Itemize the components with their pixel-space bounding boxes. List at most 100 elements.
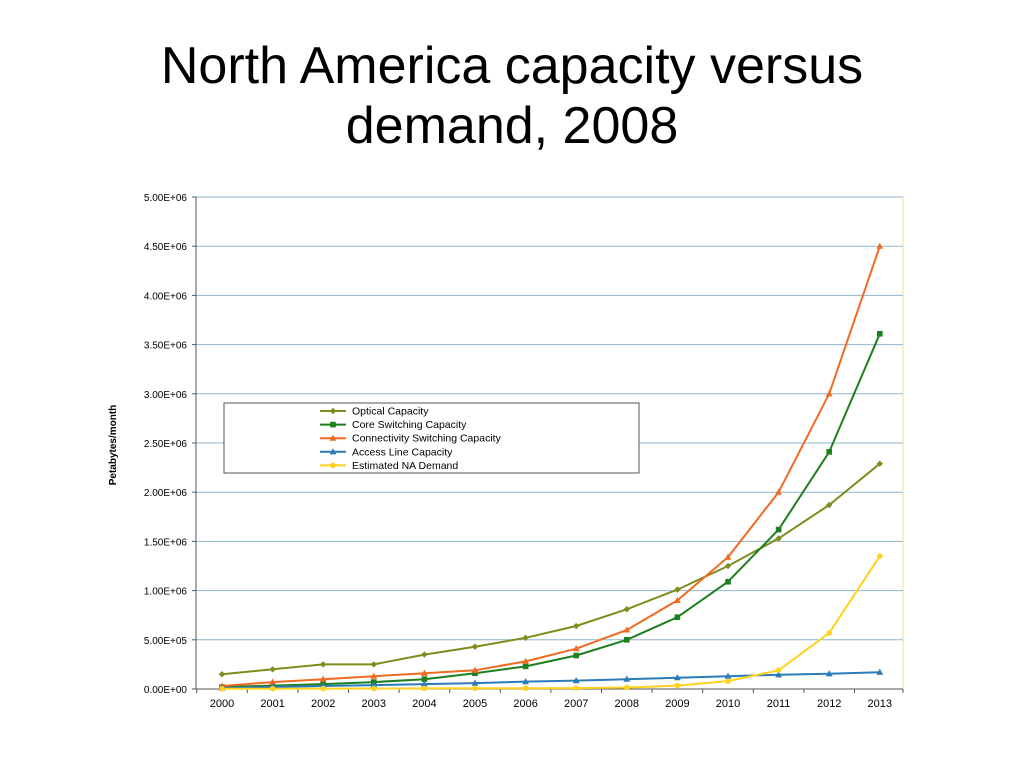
data-point [775, 488, 782, 495]
series-line [221, 462, 881, 676]
legend-marker [329, 407, 337, 415]
data-point [269, 678, 276, 685]
data-point [725, 678, 731, 684]
series-4 [219, 553, 883, 692]
data-point [624, 684, 630, 691]
y-tick-label: 1.50E+06 [144, 537, 188, 548]
data-point [623, 675, 631, 682]
legend-label: Connectivity Switching Capacity [352, 433, 502, 445]
x-tick-label: 2005 [463, 698, 487, 710]
x-tick-label: 2011 [767, 698, 791, 710]
legend-label: Access Line Capacity [352, 446, 453, 458]
series-2 [218, 242, 884, 689]
x-tick-label: 2010 [716, 698, 740, 710]
x-tick-label: 2013 [868, 698, 892, 710]
data-point [876, 668, 884, 675]
data-point [471, 679, 479, 686]
data-point [269, 685, 276, 692]
legend-item: Access Line Capacity [320, 446, 453, 458]
data-point [573, 652, 579, 659]
data-point [826, 501, 833, 509]
y-tick-label: 3.50E+06 [144, 341, 188, 352]
data-point [320, 661, 327, 668]
data-point [370, 672, 378, 679]
data-point [320, 685, 327, 692]
data-point [421, 651, 428, 658]
x-tick-label: 2002 [311, 698, 335, 710]
y-tick-label: 5.00E+06 [144, 193, 188, 204]
data-point [775, 671, 782, 678]
legend-label: Optical Capacity [352, 406, 429, 418]
data-point [674, 674, 681, 681]
x-tick-label: 2012 [817, 698, 841, 710]
data-point [522, 663, 529, 670]
data-point [319, 675, 327, 682]
x-tick-label: 2008 [615, 698, 639, 710]
x-tick-label: 2006 [513, 698, 537, 710]
data-point [826, 630, 832, 636]
data-point [522, 657, 529, 665]
data-point [623, 606, 630, 613]
data-point [421, 685, 428, 692]
legend-item: Optical Capacity [320, 406, 429, 418]
y-tick-label: 0.00E+00 [144, 685, 188, 696]
legend-marker [329, 434, 337, 441]
data-point [573, 622, 580, 630]
data-point [775, 535, 782, 542]
y-tick-label: 3.00E+06 [144, 390, 188, 401]
slide-title: North America capacity versus demand, 20… [0, 36, 1024, 156]
data-point [370, 661, 377, 668]
data-point [573, 685, 579, 691]
legend-item: Core Switching Capacity [320, 419, 467, 431]
data-point [472, 670, 478, 677]
data-point [775, 667, 782, 674]
data-point [572, 677, 580, 684]
slide-title-line-1: North America capacity versus [160, 37, 864, 95]
data-point [725, 578, 731, 585]
y-tick-label: 4.00E+06 [144, 291, 188, 302]
series-line [221, 671, 880, 689]
series-1 [219, 330, 883, 690]
x-tick-label: 2004 [412, 698, 436, 710]
data-point [876, 242, 884, 249]
y-axis-label: Petabytes/month [108, 405, 119, 486]
legend-marker [330, 421, 336, 428]
legend-box [223, 402, 640, 474]
data-point [219, 686, 225, 692]
slide-title-line-2: demand, 2008 [345, 97, 679, 155]
series-0 [218, 460, 883, 678]
data-point [825, 670, 833, 677]
x-tick-label: 2007 [564, 698, 588, 710]
data-point [371, 685, 377, 692]
y-tick-label: 1.00E+06 [144, 587, 188, 598]
legend-item: Connectivity Switching Capacity [320, 433, 502, 445]
data-point [724, 562, 732, 570]
y-tick-label: 2.50E+06 [144, 439, 188, 450]
data-point [269, 666, 276, 673]
y-tick-label: 2.00E+06 [144, 488, 188, 499]
data-point [724, 672, 732, 679]
x-tick-label: 2003 [362, 698, 386, 710]
data-point [522, 678, 529, 685]
data-point [775, 526, 782, 533]
data-point [471, 643, 479, 650]
data-point [421, 680, 428, 687]
data-point [674, 586, 681, 593]
data-point [218, 671, 226, 678]
data-point [522, 685, 529, 692]
x-tick-label: 2009 [665, 698, 689, 710]
data-point [421, 669, 428, 676]
data-point [674, 682, 681, 689]
x-tick-label: 2000 [210, 698, 234, 710]
data-point [877, 330, 883, 337]
series-line [221, 333, 881, 688]
y-tick-label: 5.00E+05 [144, 636, 188, 647]
series-line [221, 245, 881, 687]
data-point [471, 666, 479, 673]
legend-marker [329, 448, 337, 455]
data-point [674, 596, 681, 604]
legend-label: Core Switching Capacity [352, 419, 467, 431]
data-point [825, 390, 833, 397]
data-point [724, 553, 732, 560]
